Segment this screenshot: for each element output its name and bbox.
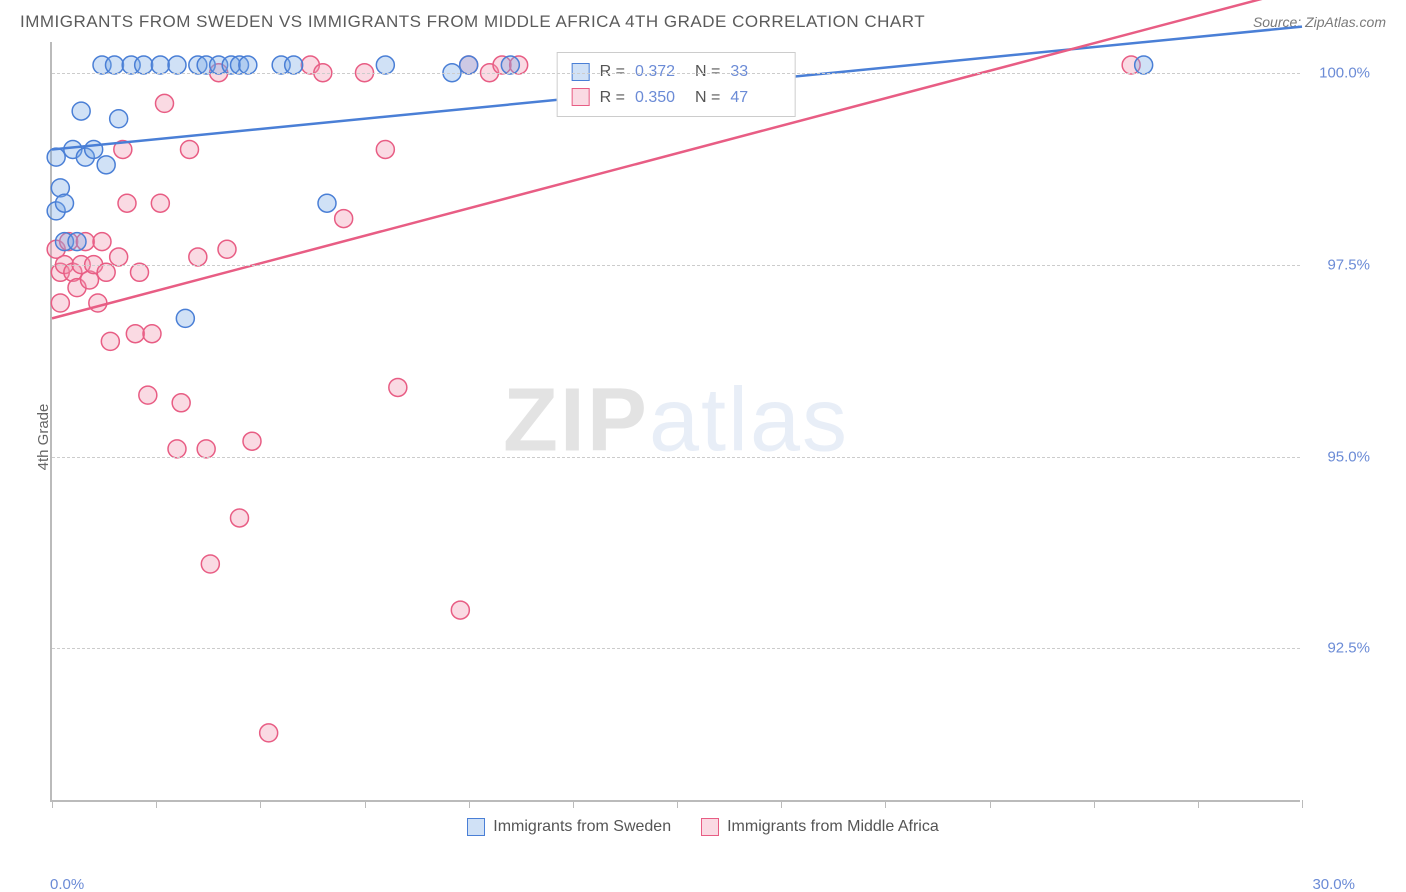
scatter-point bbox=[139, 386, 157, 404]
r-value-b: 0.350 bbox=[635, 85, 685, 111]
scatter-point bbox=[376, 140, 394, 158]
scatter-point bbox=[172, 394, 190, 412]
scatter-point bbox=[168, 440, 186, 458]
legend-swatch-a-bottom bbox=[467, 818, 485, 836]
legend-swatch-b-bottom bbox=[701, 818, 719, 836]
scatter-point bbox=[118, 194, 136, 212]
scatter-point bbox=[110, 110, 128, 128]
chart-source: Source: ZipAtlas.com bbox=[1253, 14, 1386, 30]
scatter-point bbox=[47, 148, 65, 166]
scatter-point bbox=[285, 56, 303, 74]
scatter-point bbox=[231, 509, 249, 527]
scatter-point bbox=[1135, 56, 1153, 74]
chart-container: 4th Grade ZIPatlas R = 0.372 N = 33 R = … bbox=[0, 32, 1406, 842]
legend-swatch-b bbox=[572, 88, 590, 106]
scatter-point bbox=[218, 240, 236, 258]
stats-legend: R = 0.372 N = 33 R = 0.350 N = 47 bbox=[557, 52, 796, 117]
bottom-legend: Immigrants from Sweden Immigrants from M… bbox=[0, 818, 1406, 836]
plot-area: ZIPatlas R = 0.372 N = 33 R = 0.350 N = … bbox=[50, 42, 1300, 802]
scatter-point bbox=[501, 56, 519, 74]
scatter-point bbox=[93, 233, 111, 251]
scatter-point bbox=[176, 309, 194, 327]
trend-line bbox=[52, 0, 1302, 318]
legend-label-b: Immigrants from Middle Africa bbox=[727, 818, 939, 836]
scatter-point bbox=[201, 555, 219, 573]
scatter-point bbox=[260, 724, 278, 742]
scatter-point bbox=[389, 378, 407, 396]
scatter-point bbox=[135, 56, 153, 74]
scatter-point bbox=[110, 248, 128, 266]
chart-title: IMMIGRANTS FROM SWEDEN VS IMMIGRANTS FRO… bbox=[20, 12, 925, 32]
scatter-point bbox=[451, 601, 469, 619]
scatter-point bbox=[318, 194, 336, 212]
scatter-point bbox=[189, 248, 207, 266]
y-tick-label: 100.0% bbox=[1309, 64, 1370, 81]
scatter-point bbox=[156, 94, 174, 112]
scatter-canvas bbox=[52, 42, 1300, 800]
scatter-point bbox=[335, 210, 353, 228]
scatter-point bbox=[376, 56, 394, 74]
n-label: N = bbox=[695, 85, 720, 111]
scatter-point bbox=[460, 56, 478, 74]
scatter-point bbox=[151, 56, 169, 74]
n-value-b: 47 bbox=[730, 85, 780, 111]
scatter-point bbox=[197, 440, 215, 458]
scatter-point bbox=[106, 56, 124, 74]
y-tick-label: 97.5% bbox=[1317, 256, 1370, 273]
scatter-point bbox=[97, 263, 115, 281]
scatter-point bbox=[239, 56, 257, 74]
scatter-point bbox=[151, 194, 169, 212]
scatter-point bbox=[97, 156, 115, 174]
legend-label-a: Immigrants from Sweden bbox=[493, 818, 671, 836]
scatter-point bbox=[72, 102, 90, 120]
scatter-point bbox=[131, 263, 149, 281]
scatter-point bbox=[126, 325, 144, 343]
scatter-point bbox=[143, 325, 161, 343]
scatter-point bbox=[181, 140, 199, 158]
y-tick-label: 92.5% bbox=[1317, 640, 1370, 657]
scatter-point bbox=[243, 432, 261, 450]
r-label: R = bbox=[600, 85, 625, 111]
y-tick-label: 95.0% bbox=[1317, 448, 1370, 465]
scatter-point bbox=[56, 194, 74, 212]
scatter-point bbox=[101, 332, 119, 350]
scatter-point bbox=[89, 294, 107, 312]
scatter-point bbox=[51, 294, 69, 312]
scatter-point bbox=[68, 233, 86, 251]
x-tick-right: 30.0% bbox=[1312, 876, 1355, 892]
scatter-point bbox=[85, 140, 103, 158]
scatter-point bbox=[168, 56, 186, 74]
x-tick-left: 0.0% bbox=[50, 876, 84, 892]
